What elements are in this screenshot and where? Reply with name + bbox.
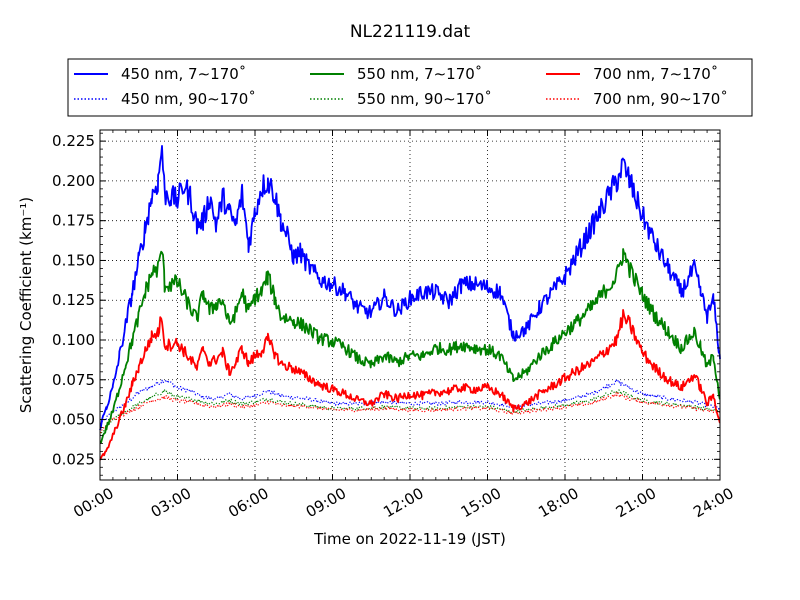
series-line-0 (99, 145, 721, 431)
legend-label-5: 700 nm, 90∼170˚ (593, 90, 728, 108)
legend-label-0: 450 nm, 7∼170˚ (121, 65, 246, 83)
y-tick-label: 0.225 (52, 132, 95, 150)
legend-label-1: 450 nm, 90∼170˚ (121, 90, 256, 108)
x-axis-label: Time on 2022-11-19 (JST) (313, 530, 506, 548)
legend-label-3: 550 nm, 90∼170˚ (357, 90, 492, 108)
legend-label-2: 550 nm, 7∼170˚ (357, 65, 482, 83)
y-tick-label: 0.025 (52, 450, 95, 468)
series-line-2 (99, 248, 721, 444)
y-tick-label: 0.175 (52, 212, 95, 230)
chart-title: NL221119.dat (350, 22, 471, 42)
series-line-1 (100, 378, 721, 425)
y-tick-label: 0.125 (52, 291, 95, 309)
y-tick-label: 0.150 (52, 251, 95, 269)
legend-label-4: 700 nm, 7∼170˚ (593, 65, 718, 83)
series-line-5 (99, 392, 721, 434)
y-axis-label: Scattering Coefficient (km⁻¹) (17, 197, 35, 413)
series-line-3 (99, 389, 721, 437)
legend-frame (67, 58, 753, 117)
plot-area (99, 145, 721, 461)
y-tick-label: 0.100 (52, 331, 95, 349)
y-tick-label: 0.050 (52, 411, 95, 429)
y-tick-label: 0.200 (52, 172, 95, 190)
legend: 450 nm, 7∼170˚ 550 nm, 7∼170˚ 700 nm, 7∼17… (67, 58, 753, 117)
series-line-4 (99, 309, 721, 461)
y-tick-label: 0.075 (52, 371, 95, 389)
